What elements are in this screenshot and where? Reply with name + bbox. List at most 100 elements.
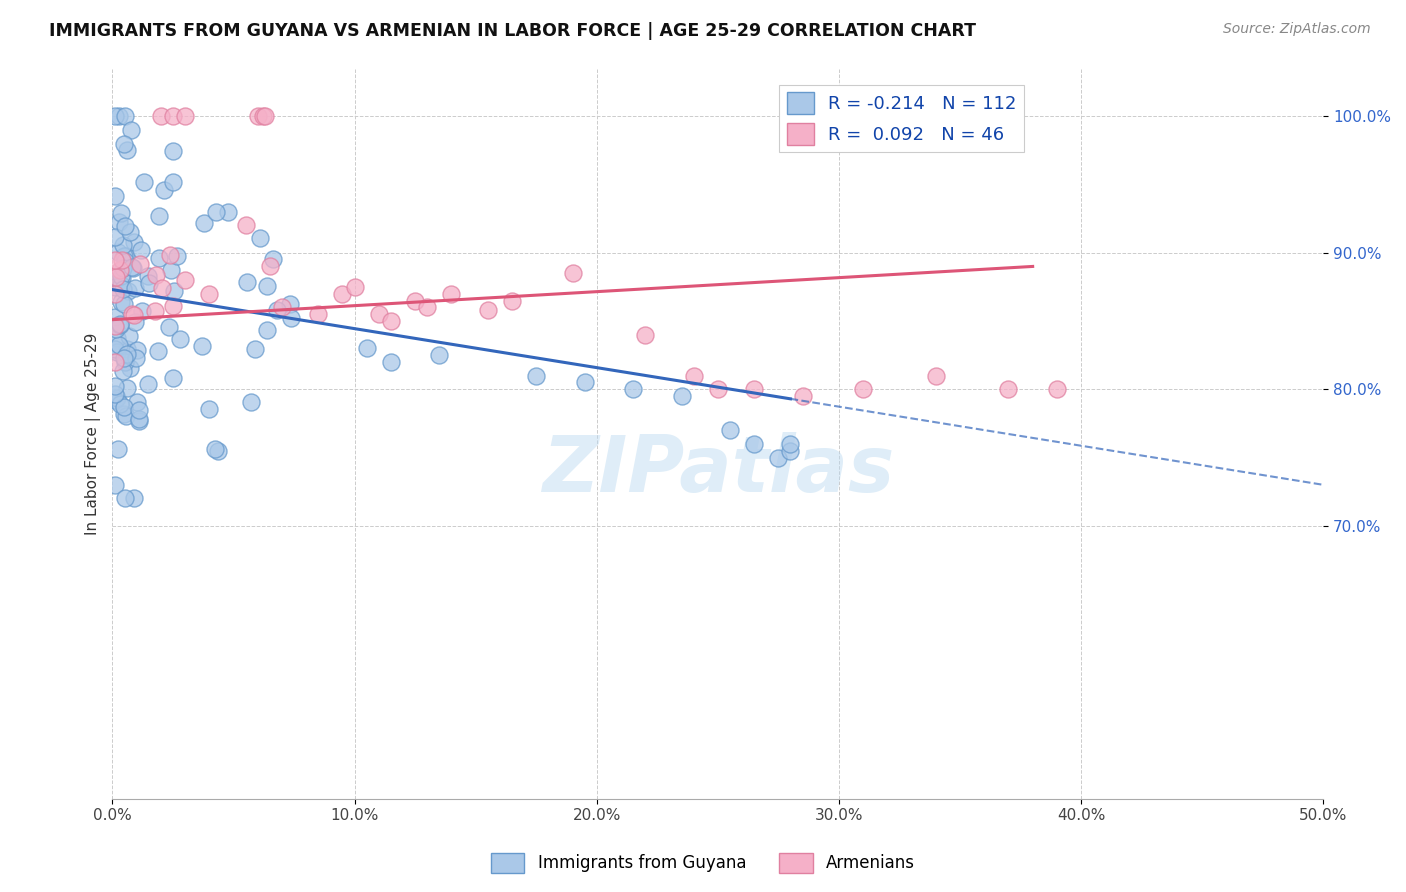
Point: [104, 355, 127, 369]
Point: [138, 276, 160, 290]
Point: [128, 412, 150, 426]
Point: [440, 286, 463, 301]
Point: [105, 391, 128, 405]
Point: [115, 144, 138, 158]
Point: [114, 109, 136, 123]
Point: [278, 297, 301, 311]
Point: [1046, 382, 1069, 396]
Point: [235, 219, 257, 233]
Point: [174, 273, 197, 287]
Point: [682, 368, 704, 383]
Point: [112, 297, 135, 311]
Point: [307, 307, 329, 321]
Point: [162, 144, 184, 158]
Point: [111, 252, 134, 267]
Point: [198, 402, 221, 417]
Point: [108, 397, 131, 411]
Point: [108, 317, 131, 331]
Point: [115, 347, 138, 361]
Point: [148, 209, 170, 223]
Point: [122, 260, 145, 275]
Point: [235, 276, 257, 290]
Point: [111, 364, 134, 378]
Point: [259, 260, 281, 274]
Point: [217, 204, 239, 219]
Point: [125, 343, 148, 357]
Point: [163, 284, 186, 298]
Point: [108, 215, 131, 229]
Point: [204, 442, 226, 456]
Point: [256, 323, 278, 337]
Point: [121, 307, 143, 321]
Point: [112, 261, 135, 276]
Point: [253, 109, 276, 123]
Point: [104, 269, 127, 284]
Point: [110, 295, 132, 310]
Point: [112, 400, 135, 414]
Point: [124, 315, 146, 329]
Point: [105, 322, 128, 336]
Point: [153, 183, 176, 197]
Point: [150, 280, 173, 294]
Point: [117, 284, 139, 298]
Point: [108, 318, 131, 332]
Point: [718, 423, 741, 437]
Point: [343, 280, 366, 294]
Point: [120, 123, 142, 137]
Point: [280, 311, 302, 326]
Point: [124, 281, 146, 295]
Point: [121, 260, 143, 275]
Point: [107, 109, 129, 123]
Point: [256, 278, 278, 293]
Point: [742, 437, 765, 451]
Point: [404, 293, 426, 308]
Point: [104, 392, 127, 407]
Point: [174, 109, 197, 123]
Point: [104, 287, 127, 301]
Point: [707, 382, 730, 396]
Point: [127, 395, 149, 409]
Point: [779, 437, 801, 451]
Point: [266, 303, 288, 318]
Point: [104, 229, 127, 244]
Point: [107, 442, 129, 456]
Point: [162, 175, 184, 189]
Point: [380, 355, 402, 369]
Point: [124, 308, 146, 322]
Legend: R = -0.214   N = 112, R =  0.092   N = 46: R = -0.214 N = 112, R = 0.092 N = 46: [779, 85, 1024, 153]
Point: [107, 245, 129, 260]
Text: Source: ZipAtlas.com: Source: ZipAtlas.com: [1223, 22, 1371, 37]
Point: [115, 381, 138, 395]
Point: [104, 342, 127, 356]
Point: [524, 368, 547, 383]
Point: [104, 279, 127, 293]
Point: [112, 407, 135, 421]
Point: [118, 329, 141, 343]
Point: [117, 343, 139, 357]
Point: [356, 342, 378, 356]
Point: [114, 355, 136, 369]
Point: [997, 382, 1019, 396]
Point: [114, 249, 136, 263]
Point: [112, 238, 135, 252]
Point: [128, 414, 150, 428]
Point: [110, 277, 132, 292]
Point: [246, 109, 269, 123]
Point: [166, 249, 188, 263]
Point: [136, 269, 159, 284]
Point: [190, 339, 212, 353]
Point: [852, 382, 875, 396]
Point: [332, 286, 354, 301]
Point: [129, 244, 152, 258]
Point: [104, 379, 127, 393]
Point: [124, 491, 146, 506]
Point: [104, 319, 127, 334]
Point: [768, 450, 790, 465]
Point: [114, 491, 136, 506]
Point: [252, 109, 274, 123]
Point: [162, 109, 184, 123]
Point: [561, 266, 583, 280]
Point: [128, 403, 150, 417]
Point: [416, 301, 439, 315]
Point: [107, 345, 129, 359]
